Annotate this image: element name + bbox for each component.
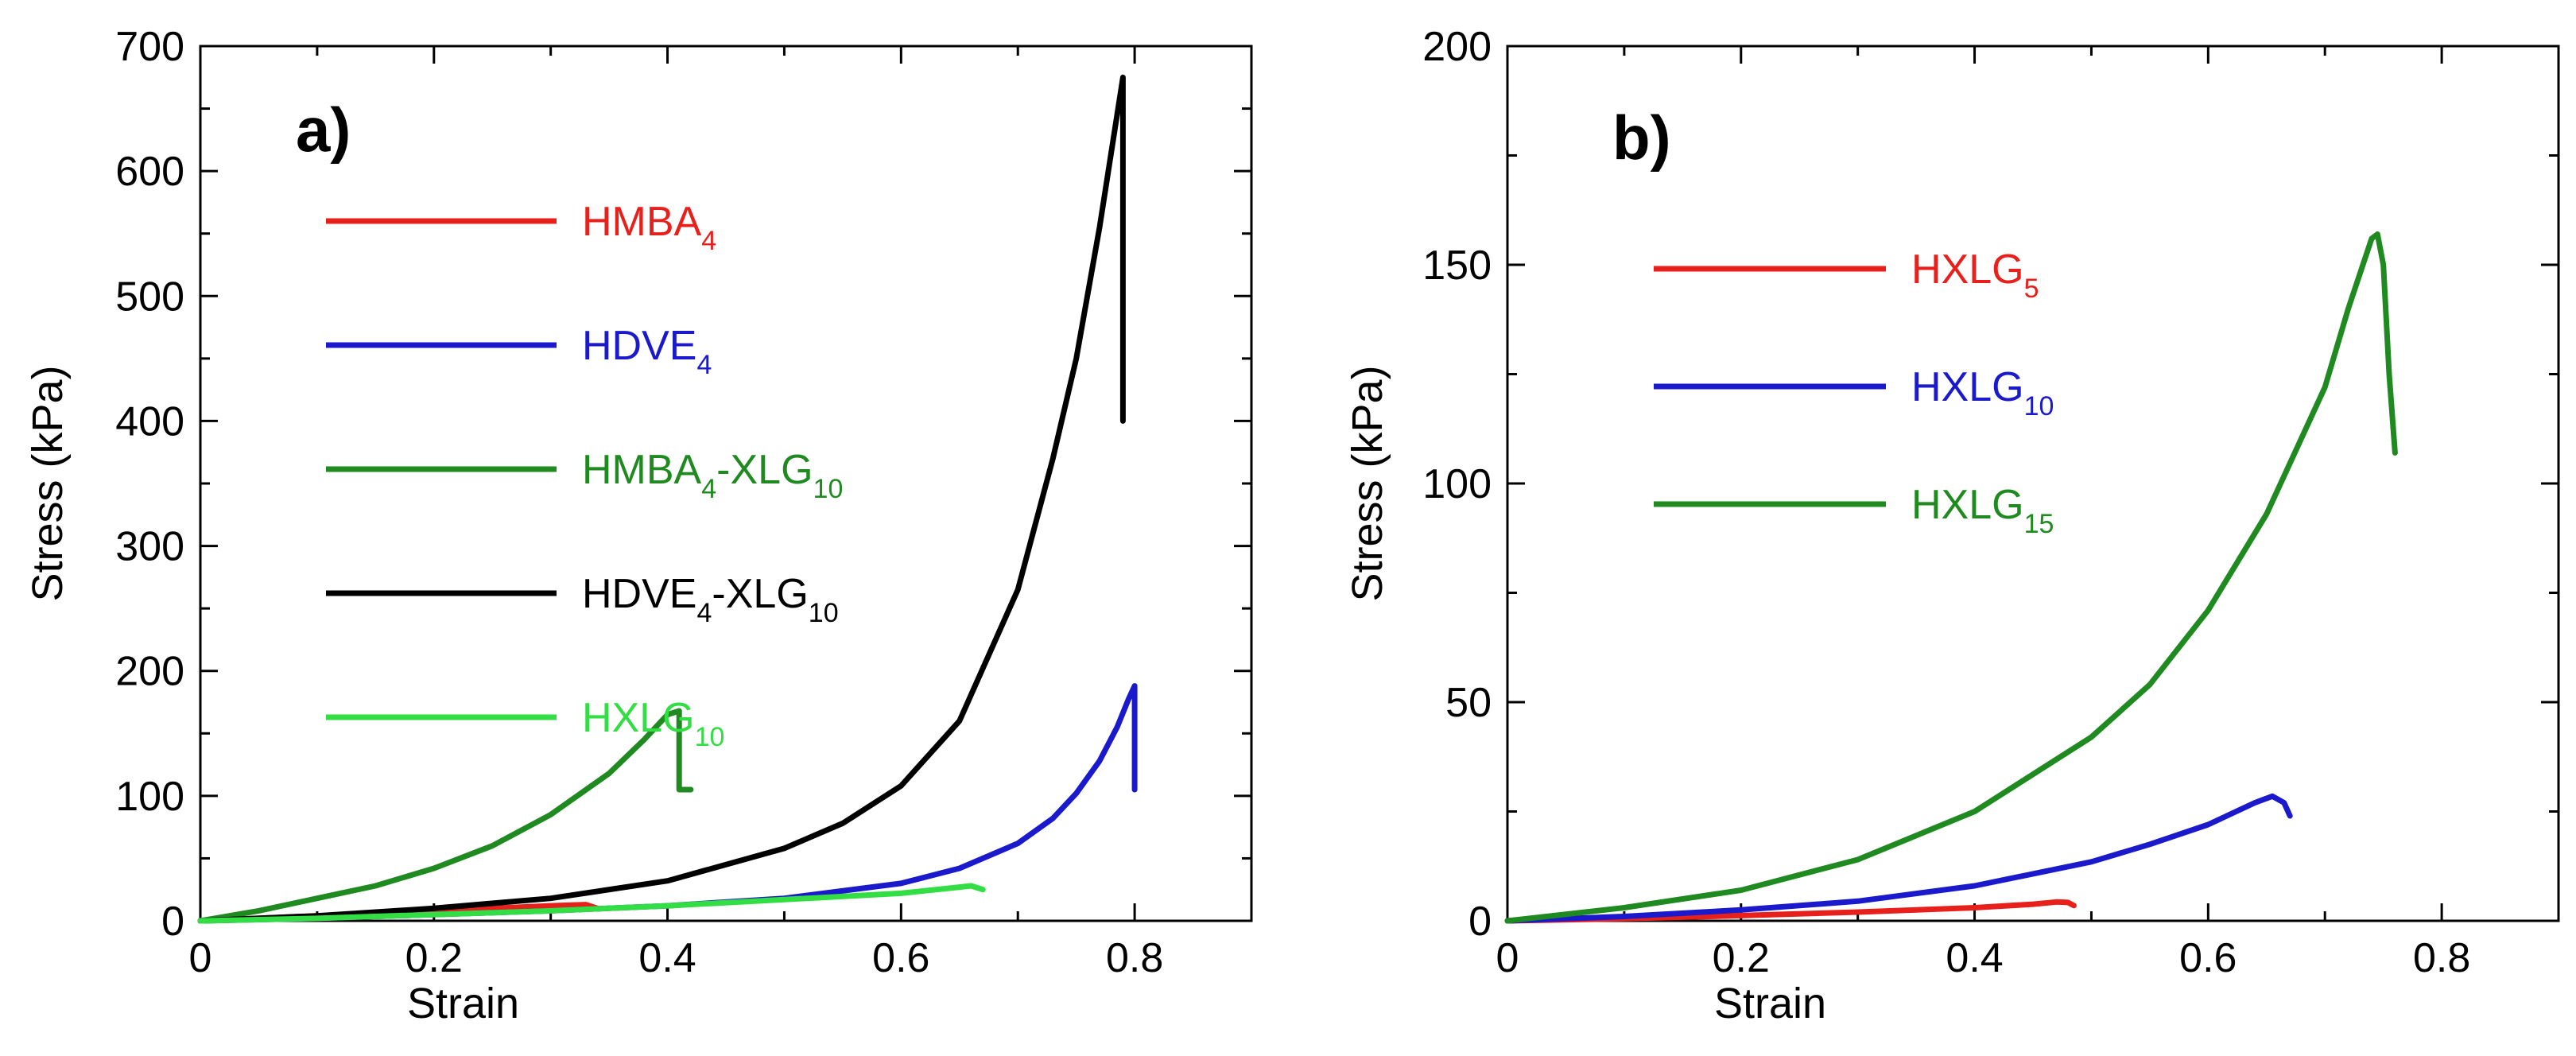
legend-text: HXLG <box>582 695 695 741</box>
legend-subscript: 5 <box>2024 274 2039 304</box>
legend-text: HMBA <box>582 447 702 493</box>
legend-text: -XLG <box>712 571 808 617</box>
legend-subscript: 10 <box>2024 391 2054 421</box>
plot-frame <box>1506 45 2560 922</box>
legend-label: HXLG10 <box>582 695 724 752</box>
legend-text: HDVE <box>582 571 696 617</box>
legend-subscript: 10 <box>809 598 839 628</box>
legend-subscript: 4 <box>696 350 712 380</box>
panel-label: a) <box>296 95 351 165</box>
y-tick-label: 100 <box>115 774 184 820</box>
legend-label: HDVE4 <box>582 323 712 380</box>
x-tick-label: 0.6 <box>872 935 929 981</box>
x-tick-label: 0.4 <box>638 935 696 981</box>
y-tick-label: 0 <box>1468 899 1492 945</box>
x-tick-label: 0.4 <box>1946 935 2003 981</box>
x-tick-label: 0.8 <box>1106 935 1163 981</box>
legend-text: HXLG <box>1911 247 2024 293</box>
y-tick-label: 400 <box>115 398 184 445</box>
x-tick-label: 0.8 <box>2413 935 2470 981</box>
legend-text: HXLG <box>1911 482 2024 528</box>
x-tick-label: 0.6 <box>2179 935 2237 981</box>
legend-label: HXLG15 <box>1911 482 2054 539</box>
series-line-hxlg5 <box>1504 899 2077 924</box>
x-axis-label: Strain <box>1714 980 1826 1027</box>
legend-text: -XLG <box>716 447 813 493</box>
y-tick-label: 700 <box>115 24 184 70</box>
legend-label: HMBA4-XLG10 <box>582 447 843 504</box>
x-axis-label: Strain <box>407 980 519 1027</box>
y-tick-label: 0 <box>161 899 184 945</box>
legend-subscript: 10 <box>813 474 844 504</box>
legend-label: HMBA4 <box>582 199 716 256</box>
series-line-hxlg10 <box>197 883 986 924</box>
panel-b: 0 0.2 0.4 0.6 0.8 0 50 100 150 200 Strain Stress (k… <box>1344 24 2560 1027</box>
legend-label: HDVE4-XLG10 <box>582 571 839 628</box>
x-tick-label: 0 <box>189 935 212 981</box>
legend-subscript: 4 <box>696 598 712 628</box>
legend-label: HXLG5 <box>1911 247 2039 304</box>
y-axis-label: Stress (kPa) <box>24 365 72 601</box>
legend-subscript: 15 <box>2024 509 2054 539</box>
y-tick-label: 50 <box>1445 680 1492 726</box>
series-line-hxlg10 <box>1504 793 2293 924</box>
y-axis-label: Stress (kPa) <box>1344 365 1391 601</box>
y-tick-label: 200 <box>1422 24 1492 70</box>
legend-text: HMBA <box>582 199 702 245</box>
y-tick-label: 500 <box>115 274 184 320</box>
y-tick-label: 150 <box>1422 243 1492 289</box>
y-tick-label: 100 <box>1422 461 1492 507</box>
series-line-hmba4-xlg10 <box>197 708 694 924</box>
legend-subscript: 10 <box>695 722 725 752</box>
legend-text: HXLG <box>1911 364 2024 410</box>
panel-label: b) <box>1612 103 1671 173</box>
series-line-hdve4-xlg10 <box>197 74 1126 924</box>
y-tick-label: 600 <box>115 149 184 195</box>
legend-subscript: 4 <box>701 474 716 504</box>
legend-text: HDVE <box>582 323 696 369</box>
legend-subscript: 4 <box>701 226 716 256</box>
x-tick-label: 0.2 <box>405 935 463 981</box>
series-line-hxlg15 <box>1504 231 2398 924</box>
x-tick-label: 0.2 <box>1713 935 1770 981</box>
y-tick-label: 300 <box>115 524 184 570</box>
panel-a: 0 0.2 0.4 0.6 0.8 0 100 200 300 400 500 600 700 Strai… <box>24 24 1253 1027</box>
x-tick-label: 0 <box>1496 935 1519 981</box>
legend-label: HXLG10 <box>1911 364 2054 421</box>
y-tick-label: 200 <box>115 649 184 695</box>
